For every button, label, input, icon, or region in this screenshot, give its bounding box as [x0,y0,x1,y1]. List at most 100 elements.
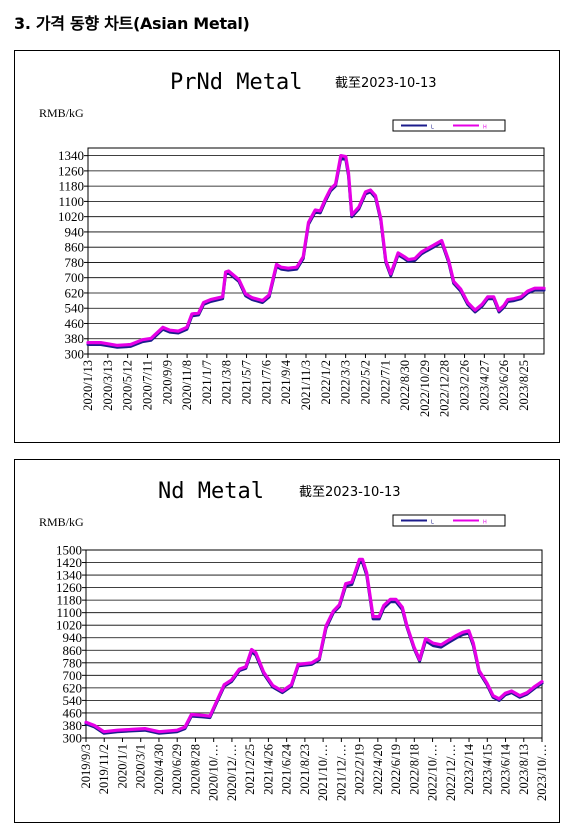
x-tick-label: 2020/3/1 [134,744,148,788]
x-tick-label: 2023/4/27 [477,360,491,411]
x-tick-label: 2020/10/… [207,744,221,801]
x-tick-label: 2023/4/15 [480,744,494,795]
plot-area [87,147,545,355]
x-tick-label: 2020/1/1 [115,744,129,788]
y-tick-label: 1260 [58,163,84,178]
y-tick-label: 940 [63,630,83,645]
y-tick-label: 460 [65,316,85,331]
x-tick-label: 2022/5/2 [358,360,372,404]
x-tick-label: 2022/7/1 [378,360,392,404]
x-tick-label: 2021/10/… [316,744,330,801]
section-title: 3. 가격 동향 차트(Asian Metal) [14,14,250,33]
y-tick-label: 380 [63,718,83,733]
legend-label-L: L [431,125,434,131]
x-tick-label: 2023/2/14 [462,743,476,794]
y-tick-label: 860 [65,240,85,255]
x-tick-label: 2020/12/… [225,744,239,801]
legend-box [392,119,506,132]
y-tick-label: 540 [63,693,83,708]
x-tick-label: 2020/6/29 [170,744,184,795]
x-tick-label: 2020/4/30 [152,744,166,795]
y-axis-label: RMB/kG [39,106,84,120]
x-tick-label: 2019/11/2 [97,744,111,794]
y-tick-label: 1100 [56,605,82,620]
x-tick-label: 2022/1/2 [319,360,333,404]
series-line-H [84,557,544,734]
y-tick-label: 300 [63,731,83,746]
plot-area [85,549,543,739]
x-tick-label: 2020/7/11 [140,360,154,410]
x-tick-label: 2021/8/23 [298,744,312,795]
y-tick-label: 1340 [56,568,82,583]
x-tick-label: 2023/8/13 [517,744,531,795]
y-tick-label: 620 [63,680,83,695]
x-tick-label: 2020/5/12 [121,360,135,411]
y-tick-label: 700 [65,270,85,285]
x-tick-label: 2022/12/… [444,744,458,801]
y-tick-label: 1260 [56,580,82,595]
x-tick-label: 2023/2/26 [458,360,472,411]
x-tick-label: 2021/3/8 [220,360,234,404]
x-tick-label: 2021/7/6 [259,360,273,404]
x-tick-label: 2022/8/18 [407,744,421,795]
x-tick-label: 2021/4/26 [261,744,275,795]
chart-title: PrNd Metal [170,70,302,95]
legend-label-H: H [483,520,487,526]
x-tick-label: 2022/4/20 [371,744,385,795]
y-tick-label: 1420 [56,555,82,570]
x-tick-label: 2021/5/7 [240,360,254,404]
x-tick-label: 2023/6/14 [499,743,513,794]
nd-chart-panel: Nd Metal 截至2023-10-13 RMB/kG L H 300 380 460 540… [14,459,560,823]
x-tick-label: 2020/3/13 [101,360,115,411]
x-tick-label: 2022/12/28 [438,360,452,417]
x-tick-label: 2022/10/… [426,744,440,801]
x-tick-label: 2020/1/13 [81,360,95,411]
x-tick-label: 2020/8/28 [188,744,202,795]
x-tick-label: 2021/11/3 [299,360,313,410]
x-tick-label: 2023/8/25 [517,360,531,411]
chart-subtitle: 截至2023-10-13 [335,76,437,91]
y-tick-label: 780 [65,255,85,270]
legend-box [392,514,506,527]
x-tick-label: 2023/10/… [535,744,549,801]
x-tick-label: 2021/2/25 [243,744,257,795]
y-tick-label: 940 [65,224,85,239]
x-tick-label: 2019/9/3 [79,744,93,788]
y-axis-label: RMB/kG [39,515,84,529]
y-tick-label: 620 [65,285,85,300]
x-tick-label: 2021/6/24 [280,743,294,794]
y-tick-label: 1180 [56,593,82,608]
prnd-chart-panel: PrNd Metal 截至2023-10-13 RMB/kG L H 300 380 460 5… [14,50,560,443]
x-tick-label: 2021/1/7 [200,360,214,404]
y-tick-label: 1180 [58,179,84,194]
chart-subtitle: 截至2023-10-13 [299,485,401,500]
y-tick-label: 780 [63,655,83,670]
x-tick-label: 2022/2/19 [353,744,367,795]
y-tick-label: 1020 [58,209,84,224]
x-tick-label: 2022/6/19 [389,744,403,795]
x-tick-label: 2022/8/30 [398,360,412,411]
y-tick-label: 300 [65,347,85,362]
y-tick-label: 1340 [58,148,84,163]
legend-label-H: H [483,125,487,131]
legend-label-L: L [431,520,434,526]
y-tick-label: 860 [63,643,83,658]
series-line-H [86,153,546,347]
y-tick-label: 700 [63,668,83,683]
chart-title: Nd Metal [158,479,264,504]
x-tick-label: 2022/3/3 [339,360,353,404]
y-tick-label: 1020 [56,618,82,633]
x-tick-label: 2022/10/29 [418,360,432,417]
x-tick-label: 2020/11/8 [180,360,194,410]
y-tick-label: 380 [65,331,85,346]
x-tick-label: 2023/6/26 [497,360,511,411]
y-tick-label: 540 [65,301,85,316]
y-tick-label: 1100 [58,194,84,209]
y-tick-label: 460 [63,705,83,720]
y-tick-label: 1500 [56,543,82,558]
x-tick-label: 2020/9/9 [160,360,174,404]
